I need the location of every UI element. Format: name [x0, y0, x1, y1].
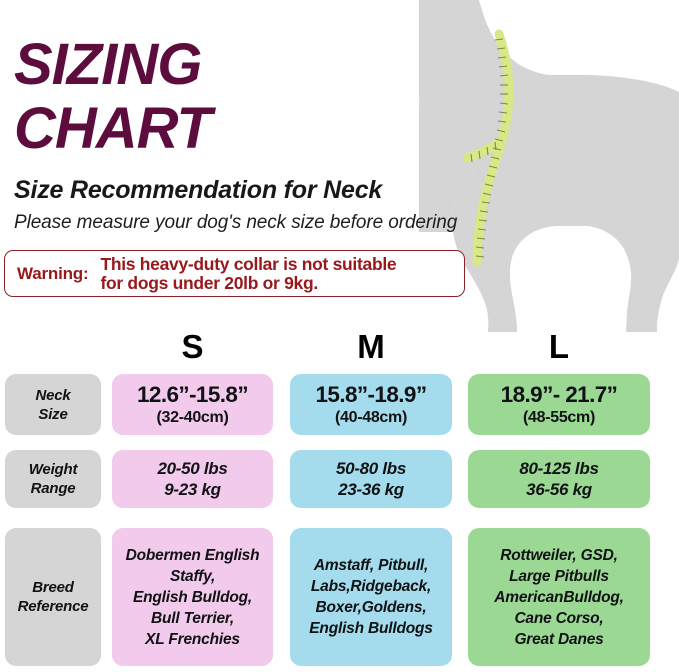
breed-line: Rottweiler, GSD, [500, 546, 618, 564]
breed-line: Boxer,Goldens, [315, 599, 427, 616]
page-title-line-2: CHART [14, 96, 212, 161]
breed-line: Amstaff, Pitbull, [313, 557, 429, 574]
cell-weight-range-m-kg: 23-36 kg [338, 480, 404, 499]
breed-line: Staffy, [169, 567, 216, 585]
row-label-weight-range: Weight Range [5, 450, 101, 508]
cell-neck-size-s-inches: 12.6”-15.8” [137, 382, 249, 407]
breed-line: English Bulldogs [309, 620, 433, 637]
warning-box: Warning: This heavy-duty collar is not s… [4, 250, 465, 297]
cell-weight-range-l-lbs: 80-125 lbs [519, 459, 599, 478]
warning-message-line-2: for dogs under 20lb or 9kg. [100, 272, 318, 293]
row-label-weight-range-line-1: Weight [28, 461, 78, 478]
breed-line: Labs,Ridgeback, [310, 578, 432, 595]
cell-neck-size-m-inches: 15.8”-18.9” [315, 382, 428, 407]
cell-neck-size-l: 18.9”- 21.7” (48-55cm) [468, 374, 650, 435]
cell-breed-reference-m: Amstaff, Pitbull, Labs,Ridgeback, Boxer,… [290, 528, 452, 666]
cell-weight-range-l-kg: 36-56 kg [526, 480, 592, 499]
row-label-breed-reference: Breed Reference [5, 528, 101, 666]
size-header-l: L [548, 328, 570, 365]
breed-line: Large Pitbulls [509, 567, 609, 585]
cell-weight-range-s-kg: 9-23 kg [164, 480, 221, 499]
subtitle: Size Recommendation for Neck [14, 176, 383, 204]
cell-weight-range-s: 20-50 lbs 9-23 kg [112, 450, 273, 508]
row-label-breed-reference-line-2: Reference [17, 598, 89, 615]
row-label-neck-size: Neck Size [5, 374, 101, 435]
breed-line: Dobermen English [125, 546, 260, 564]
cell-neck-size-m: 15.8”-18.9” (40-48cm) [290, 374, 452, 435]
breed-line: AmericanBulldog, [494, 588, 624, 606]
cell-neck-size-s-cm: (32-40cm) [156, 409, 229, 426]
size-header-m: M [357, 328, 385, 365]
cell-breed-reference-l: Rottweiler, GSD, Large Pitbulls American… [468, 528, 650, 666]
warning-label: Warning: [17, 263, 89, 283]
cell-weight-range-s-lbs: 20-50 lbs [157, 459, 228, 478]
row-label-neck-size-line-1: Neck [35, 386, 71, 404]
cell-neck-size-l-cm: (48-55cm) [522, 409, 595, 426]
breed-line: English Bulldog, [132, 588, 253, 606]
breed-line: Great Danes [514, 630, 604, 648]
breed-line: XL Frenchies [145, 630, 240, 648]
page-title-line-1: SIZING [14, 32, 202, 97]
cell-neck-size-l-inches: 18.9”- 21.7” [500, 382, 618, 407]
cell-weight-range-m: 50-80 lbs 23-36 kg [290, 450, 452, 508]
breed-line: Bull Terrier, [151, 609, 234, 627]
cell-neck-size-s: 12.6”-15.8” (32-40cm) [112, 374, 273, 435]
cell-breed-reference-s: Dobermen English Staffy, English Bulldog… [112, 528, 273, 666]
row-label-neck-size-line-2: Size [38, 405, 68, 423]
cell-weight-range-l: 80-125 lbs 36-56 kg [468, 450, 650, 508]
cell-weight-range-m-lbs: 50-80 lbs [335, 459, 407, 478]
sizing-table-header-row: S M L [0, 330, 679, 368]
size-header-s: S [181, 328, 204, 365]
row-label-weight-range-line-2: Range [30, 480, 76, 497]
sizing-table: S M L Neck Size 12.6”-15.8” (32-40cm) 15… [0, 330, 679, 672]
row-label-breed-reference-line-1: Breed [32, 579, 74, 596]
measure-instruction: Please measure your dog's neck size befo… [14, 212, 458, 233]
breed-line: Cane Corso, [514, 609, 604, 627]
page-title: SIZING CHART [14, 36, 484, 158]
warning-message: This heavy-duty collar is not suitable f… [100, 253, 397, 293]
cell-neck-size-m-cm: (40-48cm) [334, 409, 407, 426]
warning-message-line-1: This heavy-duty collar is not suitable [100, 253, 397, 274]
